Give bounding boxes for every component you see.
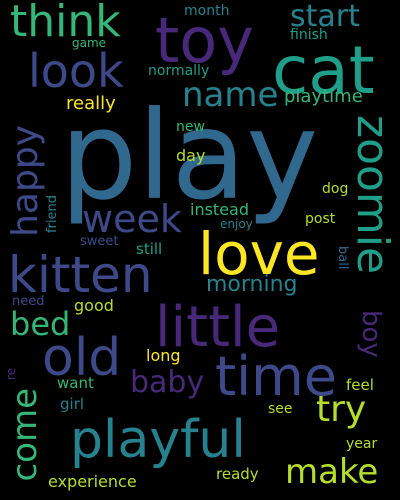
word-toy: toy — [155, 4, 254, 77]
word-see: see — [268, 401, 293, 417]
word-need: need — [12, 294, 45, 309]
word-instead: instead — [190, 200, 249, 219]
word-ball: ball — [335, 246, 350, 270]
word-happy: happy — [5, 125, 46, 237]
word-try: try — [316, 389, 367, 430]
word-new: new — [176, 119, 205, 135]
word-month: month — [184, 3, 230, 19]
word-still: still — [136, 240, 163, 258]
word-ready: ready — [216, 465, 259, 483]
word-kitten: kitten — [8, 246, 153, 304]
word-game: game — [72, 36, 107, 50]
word-play: play — [60, 85, 319, 227]
word-long: long — [146, 346, 181, 365]
word-girl: girl — [60, 395, 85, 413]
word-normally: normally — [148, 63, 210, 79]
word-friend: friend — [45, 195, 60, 234]
word-finish: finish — [290, 27, 328, 43]
word-cat: cat — [272, 32, 375, 109]
word-dog: dog — [322, 181, 349, 197]
word-day: day — [176, 146, 206, 165]
word-baby: baby — [130, 365, 205, 400]
word-bed: bed — [10, 305, 71, 343]
word-start: start — [290, 0, 360, 34]
word-old: old — [42, 328, 122, 388]
word-enjoy: enjoy — [220, 217, 253, 231]
word-little: little — [155, 295, 281, 360]
word-want: want — [57, 374, 94, 392]
word-boy: boy — [356, 310, 386, 358]
word-love: love — [198, 220, 320, 288]
word-playtime: playtime — [284, 86, 363, 107]
word-make: make — [285, 452, 379, 492]
word-re: re — [4, 368, 18, 381]
word-come: come — [5, 388, 45, 482]
word-morning: morning — [206, 272, 298, 297]
word-think: think — [10, 0, 121, 47]
word-sweet: sweet — [80, 234, 119, 249]
word-post: post — [305, 211, 336, 227]
word-playful: playful — [70, 410, 246, 470]
word-year: year — [346, 436, 378, 452]
word-feel: feel — [346, 376, 374, 394]
word-good: good — [74, 296, 114, 315]
word-really: really — [66, 93, 116, 114]
word-name: name — [182, 75, 279, 115]
word-time: time — [215, 345, 338, 408]
word-experience: experience — [48, 472, 137, 491]
word-week: week — [82, 197, 182, 241]
word-zoomie: zoomie — [347, 115, 398, 275]
word-look: look — [28, 44, 124, 98]
